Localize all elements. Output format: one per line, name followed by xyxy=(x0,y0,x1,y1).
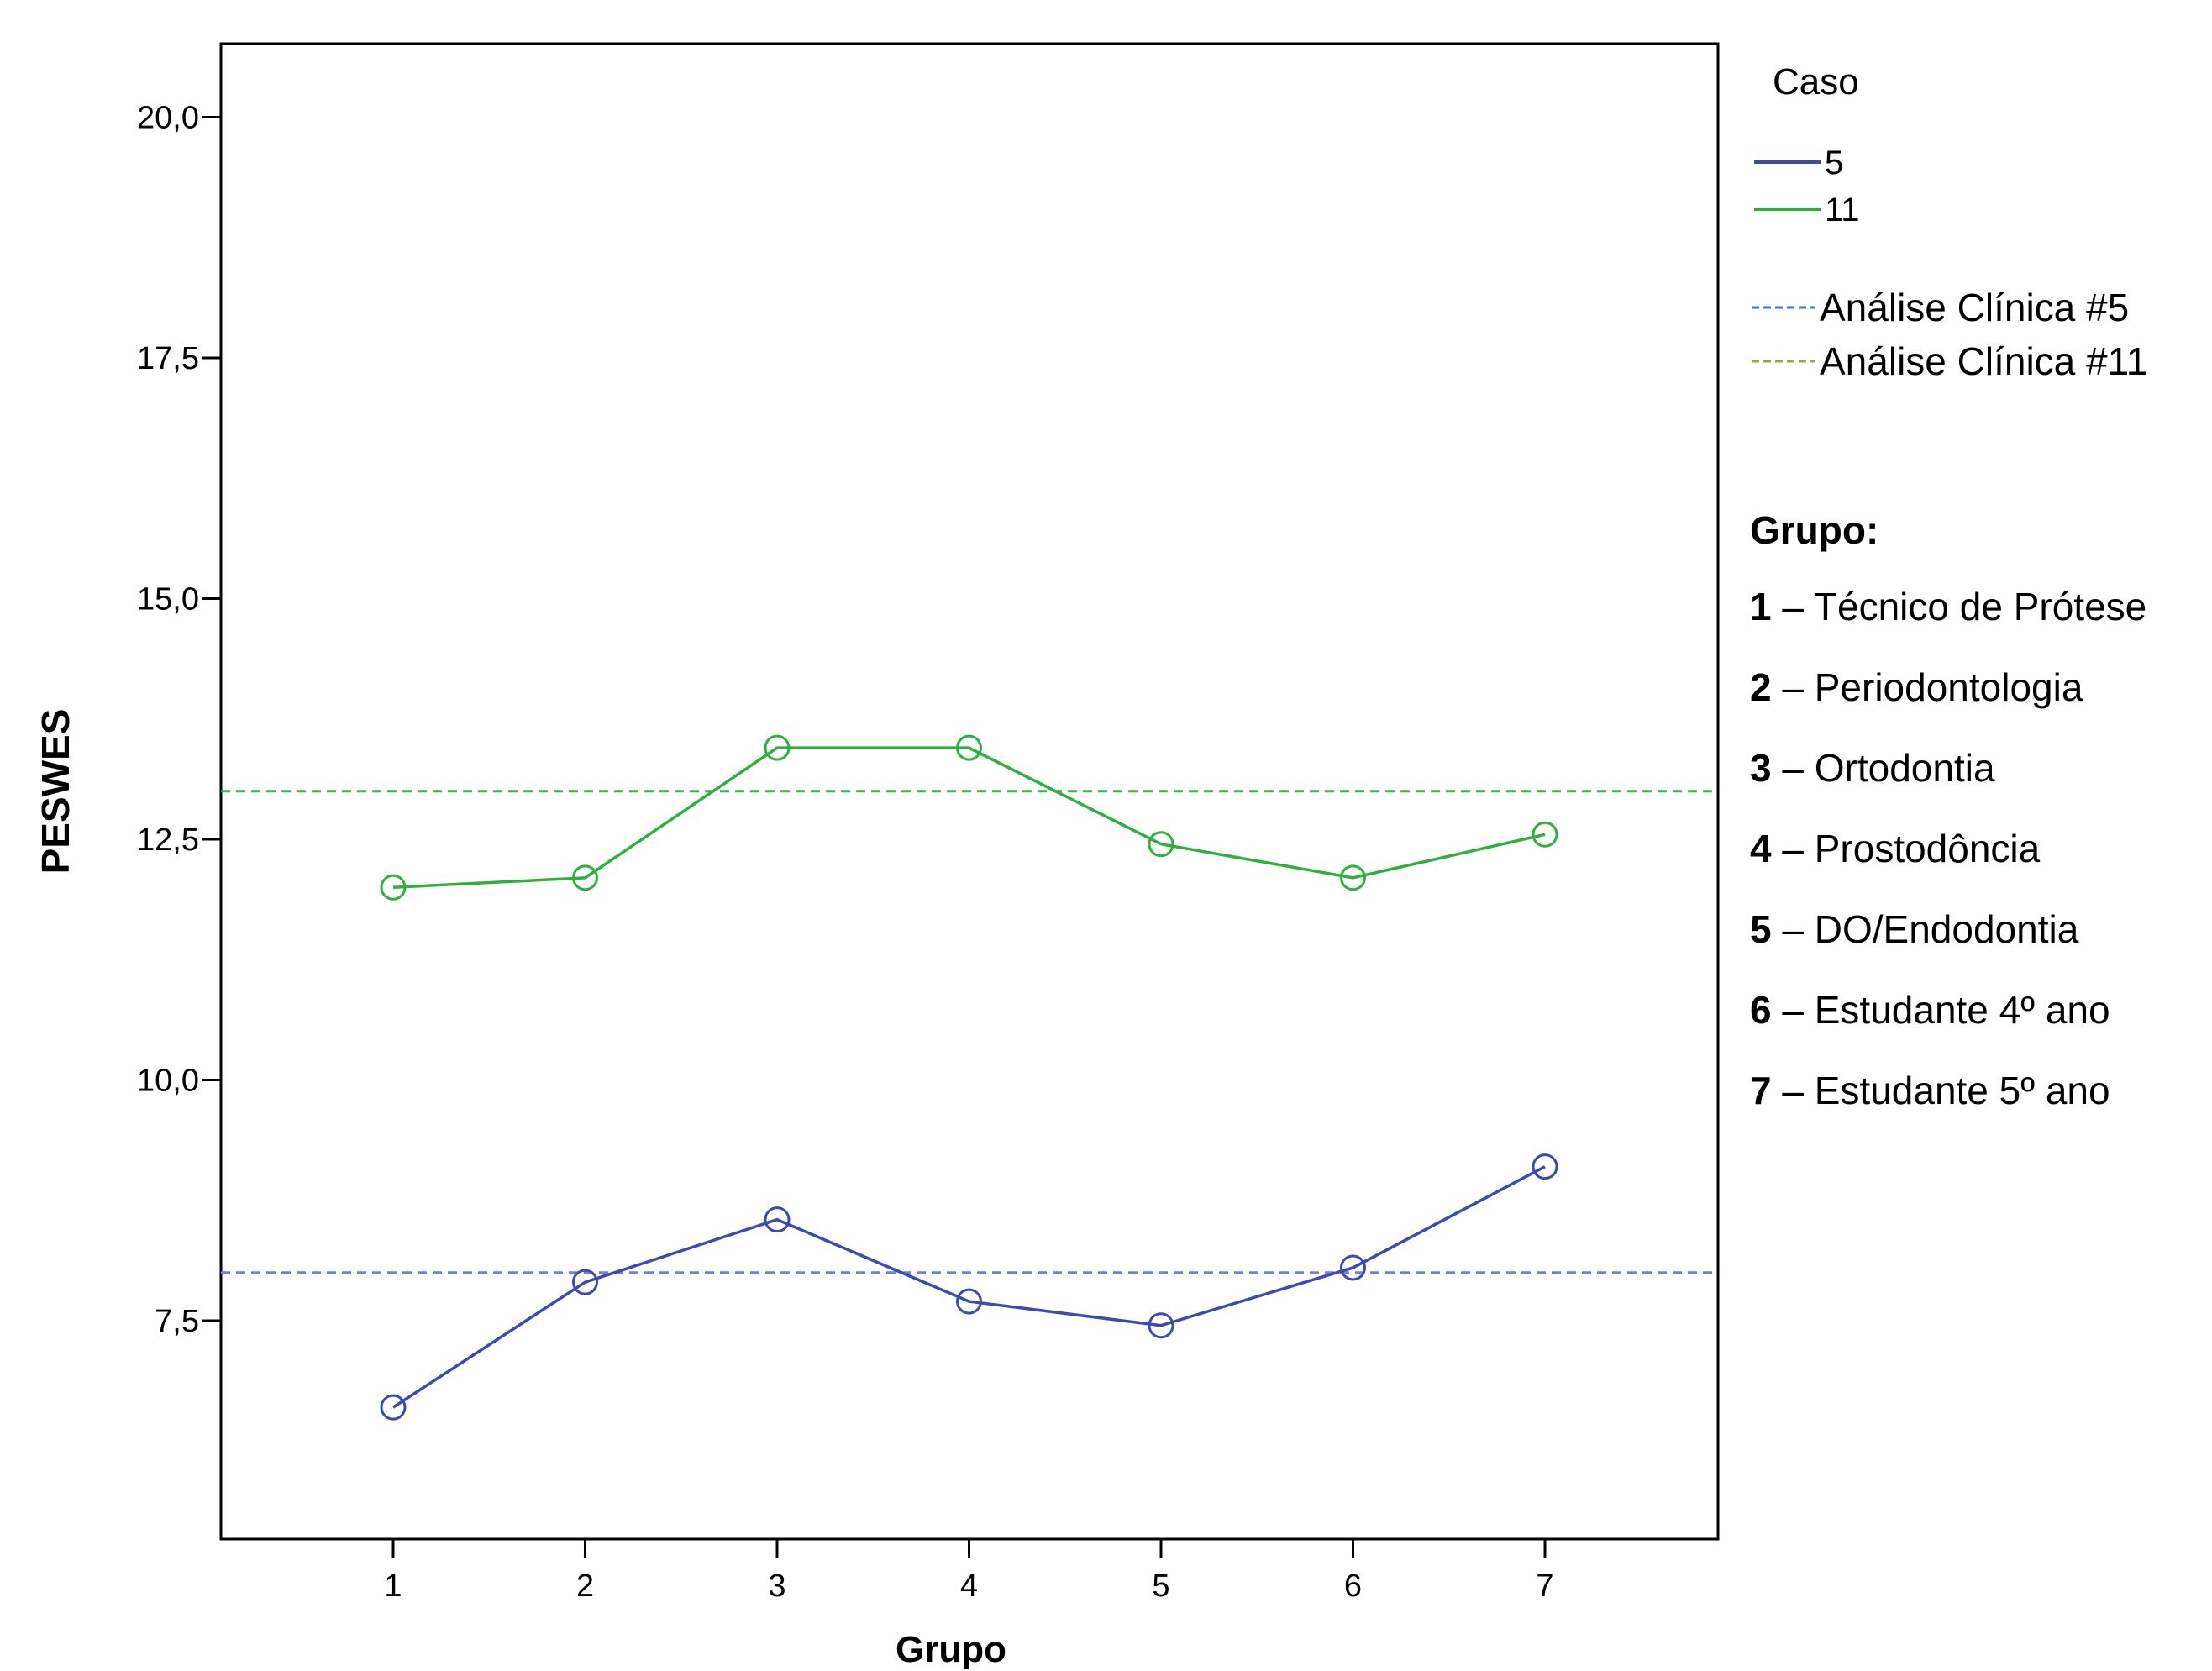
y-axis-label: PESWES xyxy=(34,709,77,875)
legend-label: 5 xyxy=(1825,145,1843,181)
y-tick-label: 17,5 xyxy=(137,341,199,376)
x-tick-label: 1 xyxy=(384,1569,402,1604)
x-axis: 1 2 3 4 5 6 7 xyxy=(384,1539,1553,1604)
group-legend-item: 4 – Prostodôncia xyxy=(1750,827,2041,870)
x-tick-label: 2 xyxy=(576,1569,594,1604)
x-tick-label: 7 xyxy=(1536,1569,1553,1604)
group-legend-item: 2 – Periodontologia xyxy=(1750,665,2083,709)
y-tick-label: 10,0 xyxy=(137,1064,199,1099)
legend: Caso 5 11 Análise Clínica #5 Análise Clínica… xyxy=(1750,61,2147,1112)
legend-title: Caso xyxy=(1773,61,1859,102)
group-legend-item: 5 – DO/Endodontia xyxy=(1750,907,2079,951)
legend-ref-label: Análise Clínica #5 xyxy=(1820,286,2129,329)
x-tick-label: 5 xyxy=(1152,1569,1169,1604)
legend-label: 11 xyxy=(1825,192,1860,229)
x-axis-label: Grupo xyxy=(896,1629,1006,1670)
x-tick-label: 6 xyxy=(1344,1569,1362,1604)
group-legend-title: Grupo: xyxy=(1750,508,1878,552)
group-legend-item: 6 – Estudante 4º ano xyxy=(1750,988,2110,1032)
group-legend-item: 7 – Estudante 5º ano xyxy=(1750,1069,2110,1112)
y-tick-label: 7,5 xyxy=(155,1304,199,1339)
y-tick-label: 15,0 xyxy=(137,582,199,617)
legend-ref-label: Análise Clínica #11 xyxy=(1820,339,2147,383)
x-tick-label: 3 xyxy=(768,1569,785,1604)
y-tick-label: 12,5 xyxy=(137,822,199,858)
y-axis: 20,0 17,5 15,0 12,5 10,0 7,5 xyxy=(137,101,221,1340)
group-legend-item: 3 – Ortodontia xyxy=(1750,746,1995,790)
group-legend-item: 1 – Técnico de Prótese xyxy=(1750,585,2146,628)
y-tick-label: 20,0 xyxy=(137,101,199,136)
x-tick-label: 4 xyxy=(960,1569,978,1604)
